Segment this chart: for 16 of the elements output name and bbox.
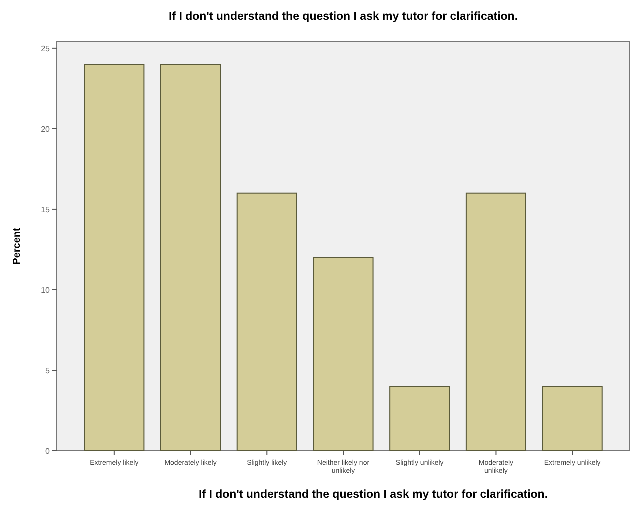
y-tick-label: 10 bbox=[41, 286, 51, 295]
chart-title: If I don't understand the question I ask my tutor for clarification. bbox=[168, 11, 518, 23]
y-tick-label: 0 bbox=[46, 447, 51, 456]
bar bbox=[542, 386, 603, 452]
y-tick-label: 25 bbox=[41, 44, 51, 54]
bar bbox=[390, 386, 450, 452]
y-tick-label: 20 bbox=[41, 124, 51, 134]
x-axis-title: If I don't understand the question I ask my tutor for clarification. bbox=[198, 489, 548, 501]
bar bbox=[466, 192, 527, 452]
bar bbox=[160, 64, 222, 452]
y-axis-title: Percent bbox=[12, 227, 23, 265]
bar bbox=[313, 257, 374, 452]
y-tick-label: 15 bbox=[41, 205, 51, 214]
bar bbox=[236, 192, 298, 452]
bar bbox=[84, 64, 145, 452]
y-tick-label: 5 bbox=[46, 366, 51, 376]
